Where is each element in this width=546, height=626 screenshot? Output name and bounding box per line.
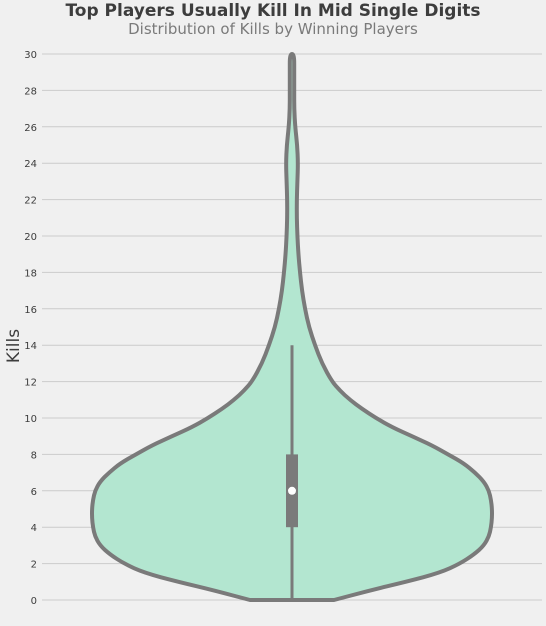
y-tick-label-0: 0 <box>31 596 37 607</box>
y-tick-label-22: 22 <box>24 196 37 207</box>
y-tick-label-16: 16 <box>24 305 37 316</box>
y-tick-label-4: 4 <box>31 523 37 534</box>
y-tick-label-18: 18 <box>24 268 37 279</box>
y-tick-label-30: 30 <box>24 50 37 61</box>
y-tick-label-2: 2 <box>31 560 37 571</box>
y-tick-label-20: 20 <box>24 232 37 243</box>
y-tick-label-28: 28 <box>24 86 37 97</box>
y-tick-label-14: 14 <box>24 341 37 352</box>
median-marker <box>288 486 296 495</box>
y-tick-label-8: 8 <box>31 450 37 461</box>
y-tick-label-10: 10 <box>24 414 37 425</box>
chart-subtitle: Distribution of Kills by Winning Players <box>128 20 418 38</box>
violin-body <box>90 52 494 602</box>
y-tick-label-12: 12 <box>24 378 37 389</box>
violin-group <box>90 52 494 602</box>
y-tick-label-24: 24 <box>24 159 37 170</box>
y-tick-label-6: 6 <box>31 487 37 498</box>
y-axis-label: Kills <box>4 329 24 363</box>
y-tick-label-26: 26 <box>24 123 37 134</box>
chart-title: Top Players Usually Kill In Mid Single D… <box>65 1 481 21</box>
